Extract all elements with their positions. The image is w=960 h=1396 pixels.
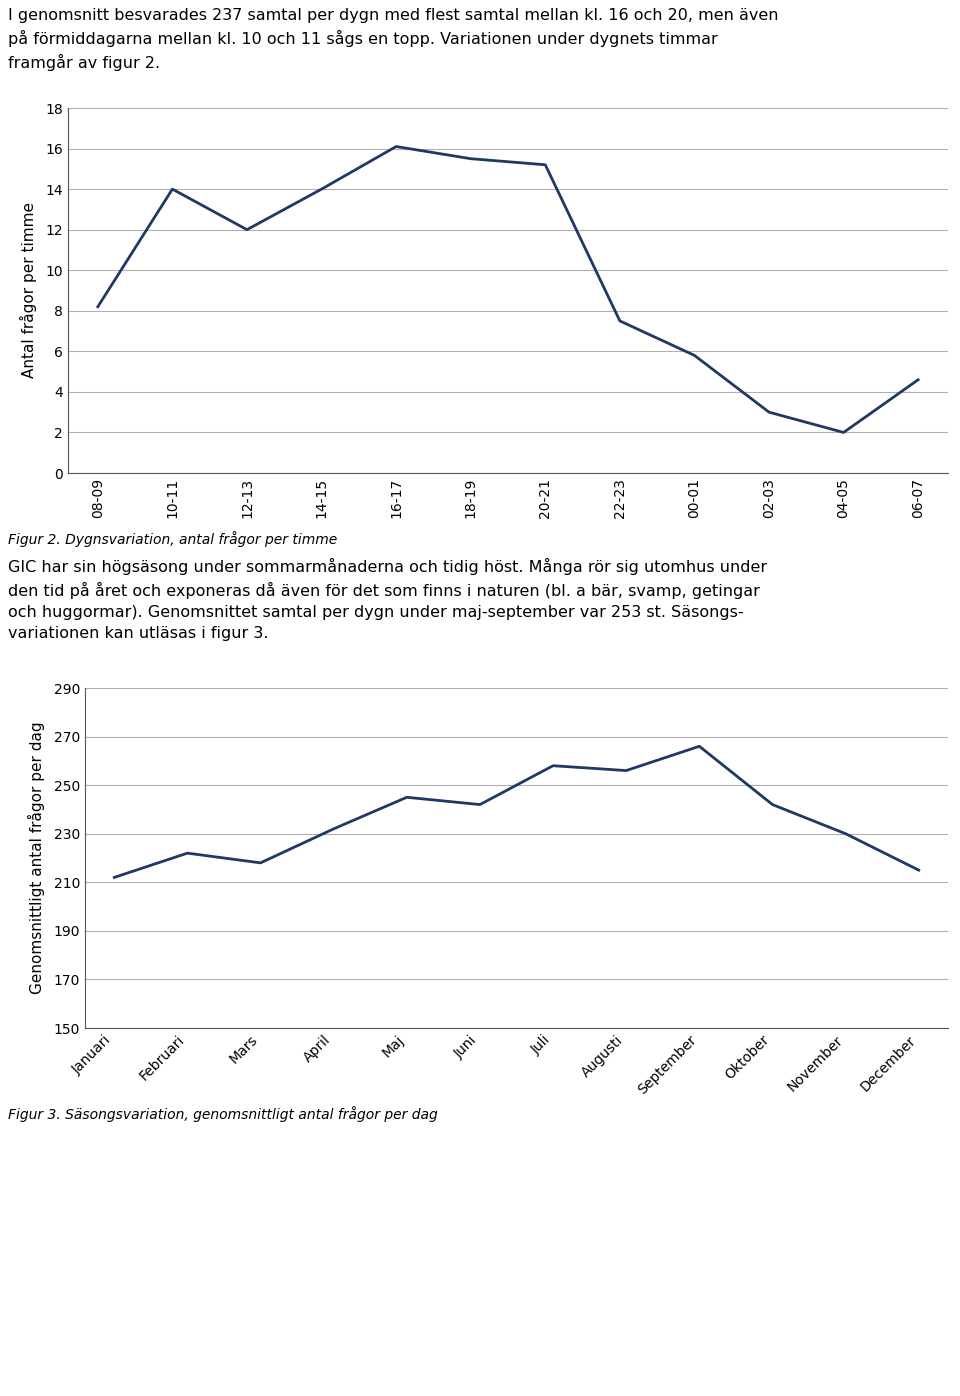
- Text: Figur 3. Säsongsvariation, genomsnittligt antal frågor per dag: Figur 3. Säsongsvariation, genomsnittlig…: [8, 1106, 438, 1122]
- Text: Figur 2. Dygnsvariation, antal frågor per timme: Figur 2. Dygnsvariation, antal frågor pe…: [8, 530, 337, 547]
- Y-axis label: Genomsnittligt antal frågor per dag: Genomsnittligt antal frågor per dag: [28, 722, 45, 994]
- Text: I genomsnitt besvarades 237 samtal per dygn med flest samtal mellan kl. 16 och 2: I genomsnitt besvarades 237 samtal per d…: [8, 8, 779, 71]
- Y-axis label: Antal frågor per timme: Antal frågor per timme: [20, 202, 37, 378]
- Text: GIC har sin högsäsong under sommarmånaderna och tidig höst. Många rör sig utomhu: GIC har sin högsäsong under sommarmånade…: [8, 558, 767, 641]
